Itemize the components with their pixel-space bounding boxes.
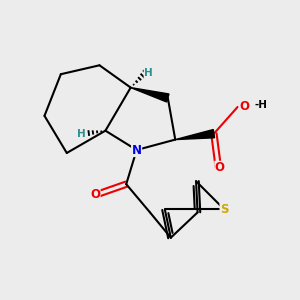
Text: O: O bbox=[239, 100, 249, 113]
Text: O: O bbox=[90, 188, 100, 201]
Polygon shape bbox=[175, 130, 214, 140]
Polygon shape bbox=[131, 88, 169, 102]
Text: H: H bbox=[144, 68, 153, 78]
Text: O: O bbox=[215, 161, 225, 174]
Text: H: H bbox=[77, 129, 86, 139]
Text: -H: -H bbox=[254, 100, 267, 110]
Text: S: S bbox=[220, 203, 229, 216]
Text: N: N bbox=[132, 143, 142, 157]
